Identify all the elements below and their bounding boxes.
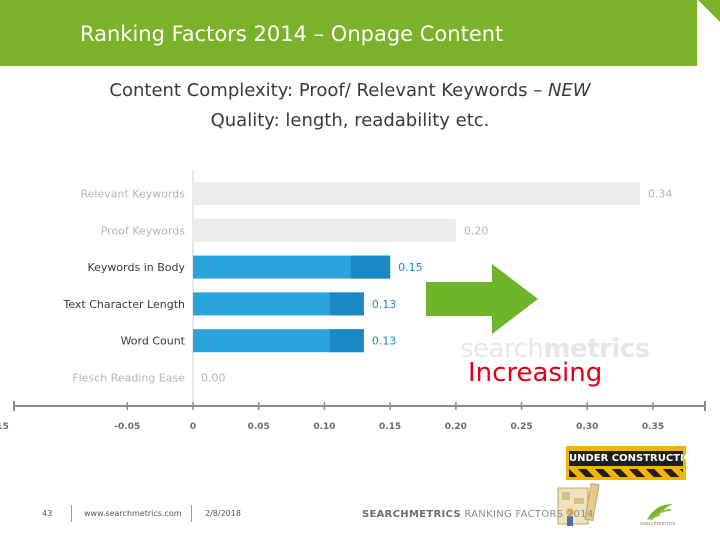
x-tick-label: -0.05 xyxy=(114,422,140,432)
searchmetrics-logo-icon xyxy=(647,504,673,521)
footer-date: 2/8/2018 xyxy=(205,509,241,518)
construction-label: UNDER CONSTRUCTION xyxy=(569,451,701,466)
category-label: Proof Keywords xyxy=(101,224,186,237)
page-number: 43 xyxy=(42,509,53,518)
value-label: 0.15 xyxy=(398,261,423,274)
x-tick-label: 0.10 xyxy=(313,422,335,432)
x-tick-label: 0.30 xyxy=(576,422,598,432)
footer-url[interactable]: www.searchmetrics.com xyxy=(84,509,182,518)
slide-header: Ranking Factors 2014 – Onpage Content xyxy=(0,0,697,66)
category-label: Flesch Reading Ease xyxy=(72,372,185,385)
value-label: 0.13 xyxy=(372,298,397,311)
construction-stripes xyxy=(569,469,683,477)
category-label: Keywords in Body xyxy=(87,261,185,274)
ranking-factors-chart: -0.15 -0.05 0 0.05 0.10 0.15 0.20 0.25 0.30 0.35 R… xyxy=(0,170,706,432)
footer-divider-2 xyxy=(191,505,192,522)
logo-text: searchmetrics xyxy=(640,521,676,527)
subtitle-line-1: Content Complexity: Proof/ Relevant Keyw… xyxy=(0,80,700,101)
x-tick-label: 0.05 xyxy=(248,422,270,432)
watermark-logo: searchmetrics xyxy=(460,334,650,364)
value-label: 0.34 xyxy=(648,188,673,201)
category-label: Text Character Length xyxy=(63,298,186,311)
increasing-label: Increasing xyxy=(468,358,603,388)
x-tick-label: 0.35 xyxy=(642,422,664,432)
watermark-bold: metrics xyxy=(543,334,650,364)
x-tick-label: 0.25 xyxy=(510,422,532,432)
category-label: Relevant Keywords xyxy=(81,188,186,201)
bar-tip xyxy=(329,329,364,353)
under-construction-sign: UNDER CONSTRUCTION xyxy=(566,446,701,480)
value-label: 0.00 xyxy=(201,372,226,385)
bar-tip xyxy=(350,255,391,279)
footer-divider-1 xyxy=(71,505,72,522)
subtitle-text: Content Complexity: Proof/ Relevant Keyw… xyxy=(109,80,548,101)
x-tick-label: 0.20 xyxy=(445,422,467,432)
bar xyxy=(193,292,364,316)
slide-title: Ranking Factors 2014 – Onpage Content xyxy=(80,22,504,46)
construction-worker-icon xyxy=(557,482,600,526)
value-label: 0.20 xyxy=(464,224,489,237)
bar-tip xyxy=(329,292,364,316)
header-corner xyxy=(698,0,720,22)
subtitle-new: NEW xyxy=(547,80,591,101)
footer-brand-rest: RANKING FACTORS 2014 xyxy=(460,509,594,520)
watermark-light: search xyxy=(460,334,544,364)
increasing-arrow-icon xyxy=(426,264,538,334)
subtitle-line-2: Quality: length, readability etc. xyxy=(210,110,490,131)
bar xyxy=(193,329,364,353)
x-tick-label: 0 xyxy=(190,422,196,432)
x-tick-label: -0.15 xyxy=(0,422,9,432)
bar xyxy=(193,255,391,279)
bar xyxy=(193,182,640,205)
footer-brand-bold: SEARCHMETRICS xyxy=(362,509,461,520)
value-label: 0.13 xyxy=(372,335,397,348)
category-label: Word Count xyxy=(121,335,186,348)
bar xyxy=(193,218,456,242)
footer-brand: SEARCHMETRICS RANKING FACTORS 2014 xyxy=(362,509,594,520)
x-tick-label: 0.15 xyxy=(379,422,401,432)
